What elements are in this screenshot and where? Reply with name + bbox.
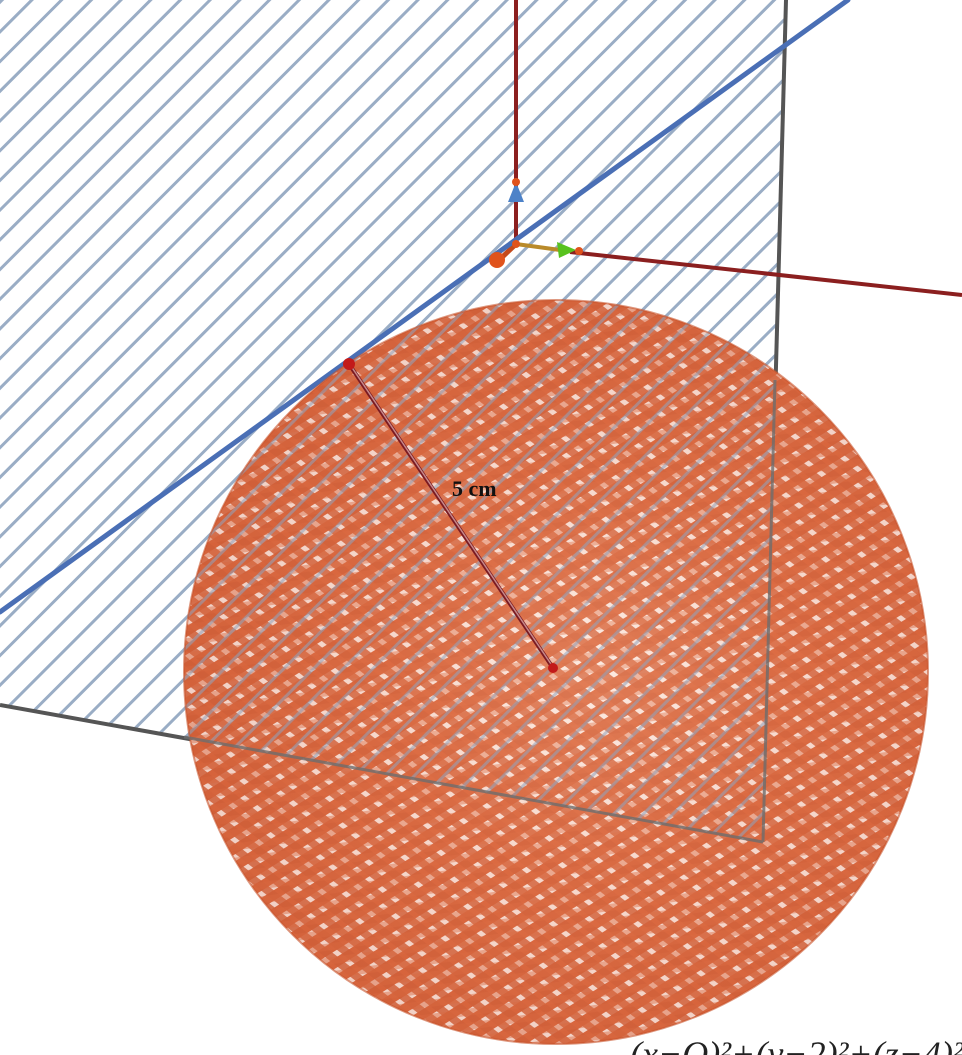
sphere-equation-label: (x−O)²+(y−2)²+(z−4)² = 5² [630,1034,962,1055]
sphere[interactable] [0,0,929,1045]
tangent-line[interactable] [0,0,851,615]
origin-point-icon[interactable] [489,252,505,268]
plane-right-edge-front [761,379,777,843]
tangent-point[interactable] [343,358,355,370]
sphere-center-point[interactable] [548,663,558,673]
x-axis-arrow-icon [557,242,576,258]
x-unit-vector [515,242,561,252]
x-axis-line[interactable] [569,250,962,297]
z-axis-arrow-icon [508,182,524,202]
radius-segment-highlight [350,365,556,671]
radius-label: 5 cm [452,476,497,501]
plane-edges-front [183,379,777,844]
origin-marker[interactable] [489,178,583,268]
plane-bottom-edge-front [183,735,764,844]
